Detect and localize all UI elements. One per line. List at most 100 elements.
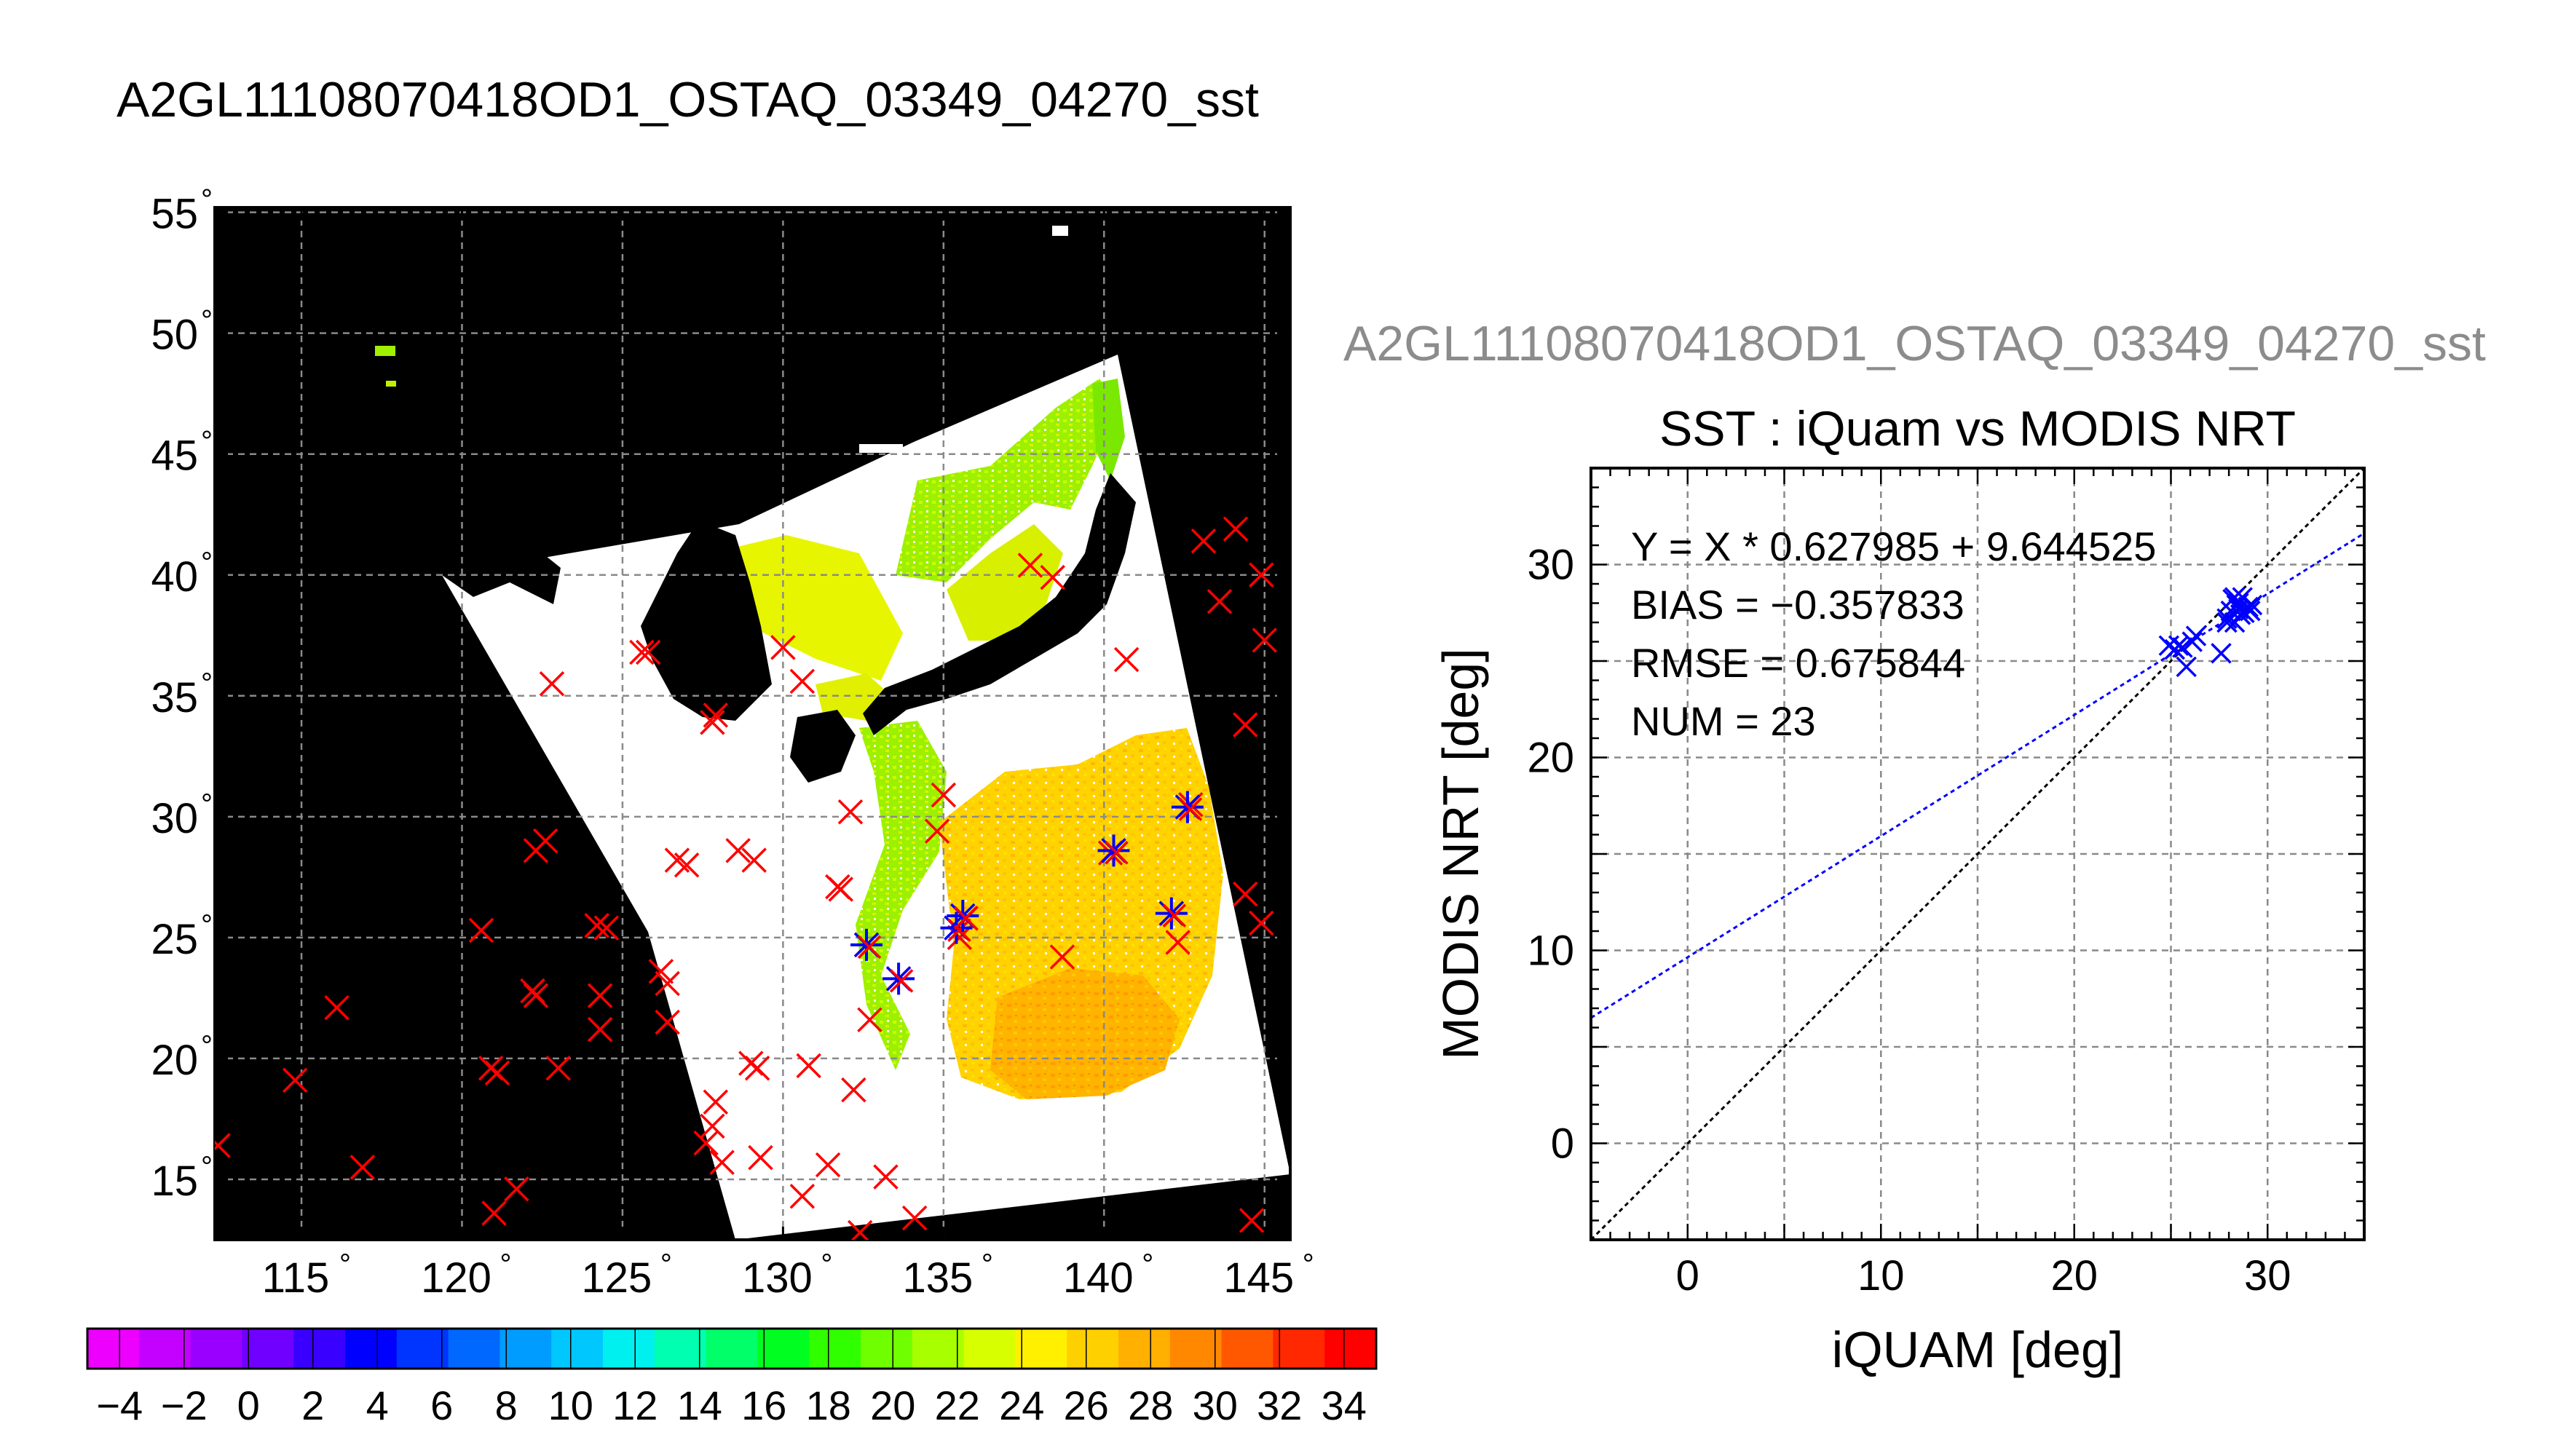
colorbar-cells [87, 1329, 1377, 1369]
iquam-station-marker [815, 1152, 841, 1178]
iquam-station-marker [700, 710, 725, 735]
iquam-station-x [850, 1219, 873, 1240]
iquam-station-marker [1239, 1208, 1265, 1233]
iquam-station-x [324, 994, 350, 1021]
colorbar-label: 12 [612, 1382, 657, 1428]
matchup-red-x [954, 906, 978, 930]
iquam-station-marker [789, 1183, 816, 1209]
iquam-station-x [837, 799, 864, 825]
iquam-station-x [539, 670, 565, 697]
degree-symbol: ° [201, 909, 213, 941]
scatter-point-x [2172, 637, 2193, 658]
scatter-point [2168, 635, 2189, 657]
sst-yellow-sea [710, 535, 903, 681]
matchup-red-x [1178, 797, 1203, 821]
scatter-y-tick-label: 20 [1527, 735, 1574, 782]
iquam-station-marker [523, 983, 549, 1008]
scatter-y-tick-label: 30 [1527, 542, 1574, 589]
iquam-station-x [815, 1152, 841, 1178]
iquam-station-x [468, 917, 494, 943]
scatter-panel: A2GL11108070418OD1_OSTAQ_03349_04270_sst… [1343, 316, 2486, 1378]
scatter-point-x [2241, 594, 2263, 616]
iquam-station-x [1040, 564, 1065, 590]
map-markers [215, 516, 1277, 1240]
iquam-station-x [532, 828, 558, 854]
colorbar-cell [1015, 1329, 1067, 1369]
colorbar-label: 10 [548, 1382, 593, 1428]
iquam-station-marker [545, 1055, 571, 1081]
matchup-star-marker [1171, 791, 1204, 823]
iquam-station-marker [748, 1144, 773, 1171]
degree-symbol: ° [201, 305, 213, 337]
iquam-station-marker [504, 1176, 529, 1202]
iquam-station-marker [1190, 529, 1217, 554]
iquam-station-marker [587, 983, 613, 1008]
scatter-point [2224, 587, 2246, 608]
iquam-station-x [741, 847, 767, 873]
colorbar-label: −2 [161, 1382, 208, 1428]
iquam-station-x [1239, 1208, 1265, 1233]
iquam-station-marker [532, 828, 558, 854]
colorbar: −4 −2 0 2 4 6 8 10 12 14 16 18 20 22 24 26 28 30 32 34 [86, 1327, 1378, 1428]
land-speck [386, 381, 396, 387]
degree-symbol: ° [821, 1249, 832, 1281]
iquam-station-x [947, 925, 973, 951]
degree-symbol: ° [201, 1151, 213, 1183]
scatter-x-tick-label: 20 [2050, 1252, 2098, 1299]
colorbar-cell [87, 1329, 140, 1369]
degree-symbol: ° [1303, 1249, 1314, 1281]
scatter-point [2216, 608, 2238, 629]
matchup-star-marker [1097, 834, 1130, 867]
colorbar-cell [1169, 1329, 1223, 1369]
iquam-station-x [350, 1155, 376, 1180]
map-lat-ticks: 55 °50 °45 °40 °35 °30 °25 °20 °15 ° [151, 184, 1290, 1205]
iquam-station-x [635, 639, 661, 665]
matchup-red-x [857, 935, 882, 960]
map-lon-ticks: 115 ° 120 ° 125 ° 130 ° 135 ° 140 ° 145 ° [262, 207, 1314, 1302]
scatter-y-tick-label: 0 [1551, 1120, 1574, 1168]
iquam-station-x [282, 1067, 308, 1093]
land-japan [863, 473, 1136, 735]
colorbar-frame [86, 1327, 1378, 1370]
iquam-station-x [700, 1113, 725, 1139]
sst-east-china-sea [856, 721, 947, 1070]
degree-symbol: ° [201, 788, 213, 820]
iquam-station-x [1165, 930, 1190, 955]
lat-tick-label: 20 [151, 1037, 198, 1084]
iquam-station-x [924, 818, 950, 844]
iquam-station-marker [770, 635, 796, 660]
iquam-station-marker [674, 852, 700, 878]
iquam-station-marker [847, 1219, 873, 1240]
scatter-point-x [2240, 600, 2261, 622]
land-speck [375, 346, 395, 356]
degree-symbol: ° [201, 1030, 213, 1062]
lon-tick-label: 120 [421, 1254, 491, 1302]
iquam-station-x [584, 913, 609, 938]
iquam-station-x [1249, 910, 1274, 936]
iquam-station-x [655, 970, 680, 997]
colorbar-cell [345, 1329, 398, 1369]
iquam-station-x [1017, 553, 1043, 578]
matchup-star-marker [882, 962, 915, 995]
iquam-station-x [901, 1205, 928, 1231]
scatter-y-tick-label: 10 [1527, 927, 1574, 975]
scatter-point [2172, 637, 2193, 658]
degree-symbol: ° [201, 184, 213, 216]
matchup-red-x [1162, 903, 1187, 927]
iquam-station-marker [744, 1055, 770, 1081]
map-title: A2GL11108070418OD1_OSTAQ_03349_04270_sst [117, 72, 1259, 127]
lon-tick-label: 115 [262, 1254, 329, 1302]
iquam-station-marker [703, 703, 729, 728]
colorbar-cell [293, 1329, 346, 1369]
colorbar-label: 14 [677, 1382, 722, 1428]
land-korea [641, 521, 772, 721]
iquam-station-marker [593, 915, 620, 941]
iquam-station-marker [789, 668, 816, 695]
scatter-point [2228, 598, 2249, 620]
colorbar-cell [654, 1329, 707, 1369]
iquam-station-marker [282, 1067, 308, 1093]
iquam-station-x [484, 1060, 510, 1086]
scatter-point-x [2216, 612, 2238, 633]
colorbar-cell [963, 1329, 1016, 1369]
iquam-station-marker [655, 970, 680, 997]
